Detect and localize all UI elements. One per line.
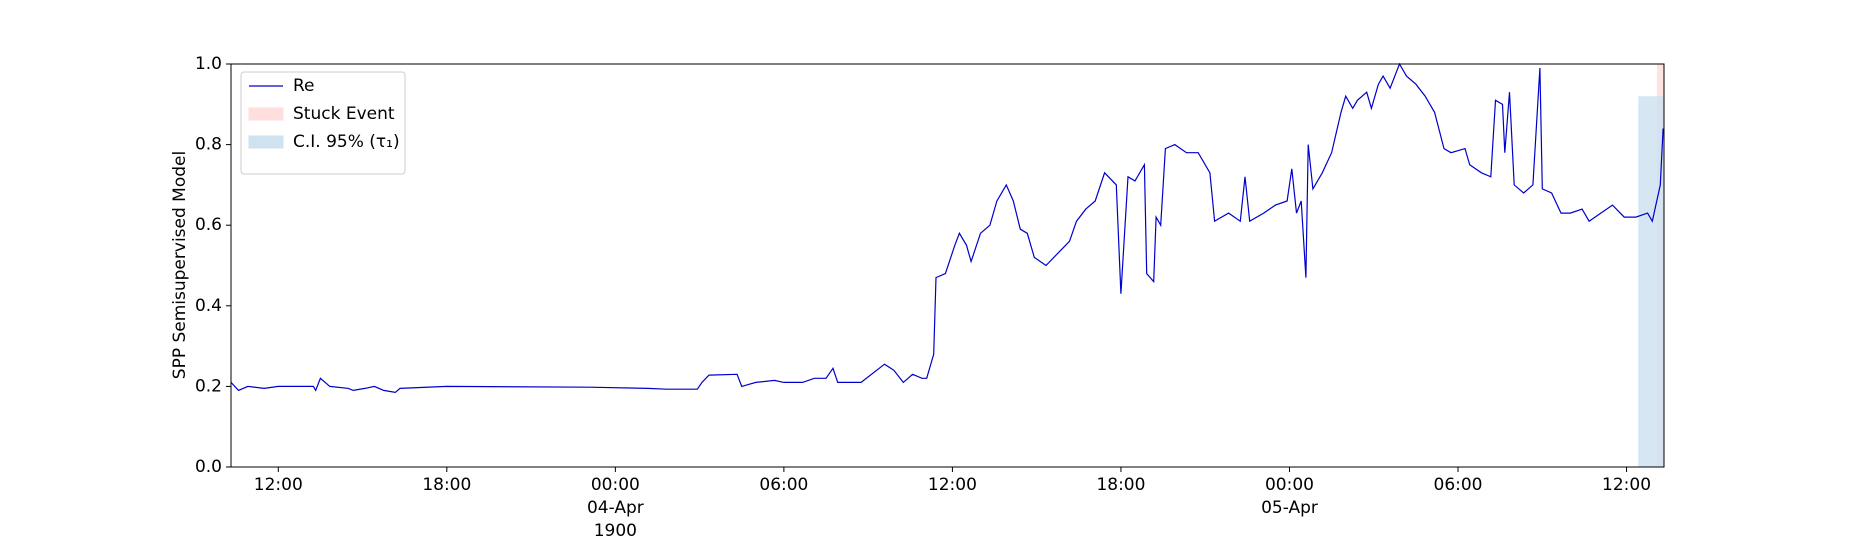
legend-swatch [248,135,284,149]
x-tick-label: 12:00 [927,475,977,495]
x-tick-label: 06:00 [759,475,809,495]
y-tick-label: 0.0 [195,457,222,477]
x-tick-label: 18:00 [422,475,472,495]
x-tick-label: 12:00 [253,475,303,495]
page: SPP Semisupervised Model 0.0 0.2 0.4 0.6 0.8… [170,54,1665,541]
legend-swatch [248,107,284,121]
y-tick-label: 0.6 [195,215,222,235]
x-tick-label: 12:00 [1602,475,1652,495]
axes-frame [230,63,1665,468]
y-tick-label: 0.4 [195,296,222,316]
y-tick-label: 0.8 [195,135,222,155]
x-tick-label: 06:00 [1433,475,1483,495]
legend-label: Re [293,76,315,96]
legend-label: C.I. 95% (τ₁) [293,132,400,152]
span [1638,96,1664,468]
x-tick-label: 00:00 05-Apr [1261,475,1318,518]
x-tick-label: 00:00 04-Apr 1900 [586,475,644,541]
line [230,62,1664,394]
legend-label: Stuck Event [293,104,395,124]
y-tick-label: 0.2 [195,376,222,396]
chart: SPP Semisupervised Model 0.0 0.2 0.4 0.6 0.8… [170,54,1665,477]
y-axis-label: SPP Semisupervised Model [170,151,190,379]
x-tick-label: 18:00 [1096,475,1146,495]
y-tick-label: 1.0 [195,54,222,74]
